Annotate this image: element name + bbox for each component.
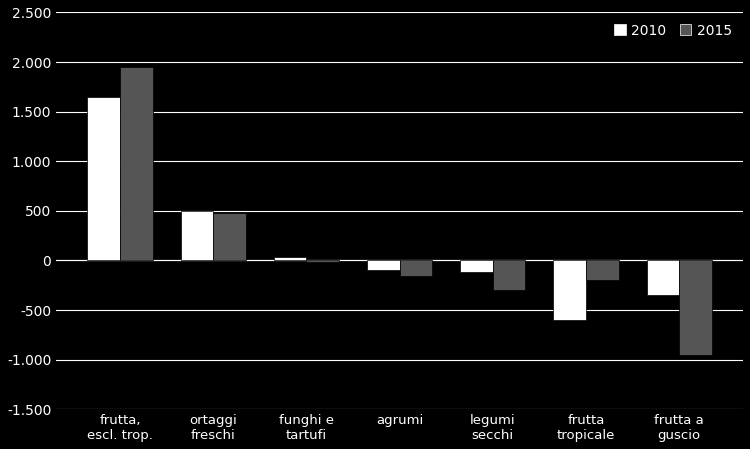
Bar	[400, 260, 432, 276]
Bar	[88, 97, 120, 260]
Bar	[554, 260, 586, 320]
Bar	[181, 211, 213, 260]
Bar	[493, 260, 526, 290]
Bar	[646, 260, 680, 295]
Bar	[120, 67, 153, 260]
Bar	[274, 257, 307, 260]
Bar	[460, 260, 493, 272]
Bar	[680, 260, 712, 355]
Bar	[213, 213, 246, 260]
Bar	[586, 260, 619, 280]
Bar	[367, 260, 400, 270]
Legend: 2010, 2015: 2010, 2015	[610, 19, 736, 42]
Bar	[307, 260, 339, 262]
